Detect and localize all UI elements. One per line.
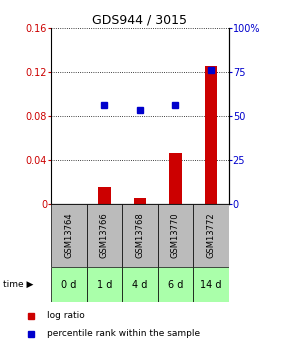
Bar — [193, 204, 229, 267]
Text: 1 d: 1 d — [97, 280, 112, 289]
Title: GDS944 / 3015: GDS944 / 3015 — [92, 13, 188, 27]
Text: 6 d: 6 d — [168, 280, 183, 289]
Text: GSM13768: GSM13768 — [135, 213, 144, 258]
Bar — [134, 198, 146, 204]
Text: GSM13772: GSM13772 — [206, 213, 215, 258]
Text: 4 d: 4 d — [132, 280, 148, 289]
Text: log ratio: log ratio — [47, 311, 84, 320]
Text: 0 d: 0 d — [61, 280, 77, 289]
Bar — [122, 204, 158, 267]
Text: GSM13766: GSM13766 — [100, 213, 109, 258]
Bar — [158, 204, 193, 267]
Bar — [205, 66, 217, 204]
Bar — [158, 267, 193, 302]
Bar — [51, 204, 87, 267]
Text: percentile rank within the sample: percentile rank within the sample — [47, 329, 200, 338]
Bar — [193, 267, 229, 302]
Text: 14 d: 14 d — [200, 280, 222, 289]
Bar — [87, 204, 122, 267]
Text: time ▶: time ▶ — [3, 280, 33, 289]
Bar — [169, 153, 182, 204]
Text: GSM13764: GSM13764 — [64, 213, 74, 258]
Bar — [98, 187, 111, 204]
Bar — [87, 267, 122, 302]
Bar — [122, 267, 158, 302]
Text: GSM13770: GSM13770 — [171, 213, 180, 258]
Bar — [51, 267, 87, 302]
